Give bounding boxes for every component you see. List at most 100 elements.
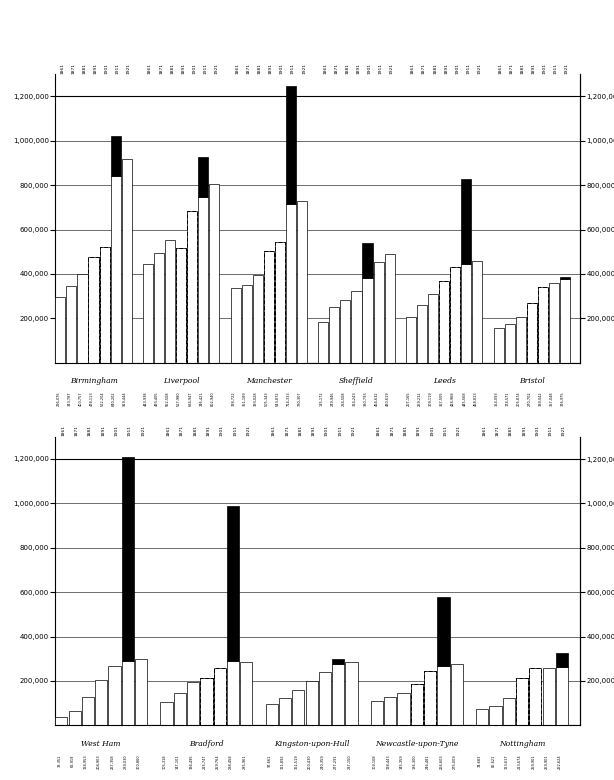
Text: 1911: 1911: [291, 62, 295, 73]
Text: 38,351: 38,351: [57, 754, 61, 767]
Text: 267,358: 267,358: [111, 754, 115, 769]
Bar: [489, 706, 502, 725]
Text: 1861: 1861: [377, 425, 381, 436]
Bar: [411, 684, 423, 725]
Text: Bradford: Bradford: [189, 739, 223, 748]
Text: 186,300: 186,300: [413, 754, 417, 769]
Bar: [253, 275, 263, 363]
Bar: [318, 321, 328, 363]
Text: 428,968: 428,968: [451, 392, 455, 406]
Text: 1901: 1901: [280, 62, 284, 73]
Text: 1911: 1911: [203, 62, 208, 73]
Bar: [505, 324, 515, 363]
Bar: [461, 179, 472, 264]
Text: 1871: 1871: [247, 62, 251, 73]
Text: 380,793: 380,793: [363, 392, 368, 406]
Text: 300,860: 300,860: [137, 754, 141, 769]
Text: 289,030: 289,030: [124, 754, 128, 769]
Text: 1861: 1861: [60, 62, 64, 73]
Text: Liverpool: Liverpool: [163, 378, 200, 385]
Text: 552,508: 552,508: [166, 392, 170, 406]
Bar: [503, 698, 515, 725]
Bar: [538, 288, 548, 363]
Text: 1921: 1921: [565, 62, 569, 73]
Text: 1921: 1921: [141, 425, 145, 436]
Bar: [346, 661, 357, 725]
Text: 1911: 1911: [554, 62, 558, 73]
Text: Sheffield: Sheffield: [339, 378, 374, 385]
Bar: [198, 197, 208, 363]
Text: 1871: 1871: [75, 425, 79, 436]
Text: 1871: 1871: [180, 425, 184, 436]
Bar: [154, 254, 164, 363]
Bar: [494, 328, 503, 363]
Bar: [187, 211, 197, 363]
Bar: [516, 678, 528, 725]
Text: 1891: 1891: [101, 425, 105, 436]
Bar: [543, 668, 555, 725]
Bar: [286, 204, 296, 363]
Text: 121,892: 121,892: [281, 754, 285, 769]
Bar: [109, 666, 120, 725]
Text: 454,632: 454,632: [375, 392, 379, 406]
Bar: [99, 246, 110, 363]
Text: 1881: 1881: [298, 425, 302, 436]
Text: 145,359: 145,359: [400, 754, 403, 769]
Bar: [516, 678, 528, 725]
Text: 730,307: 730,307: [298, 392, 302, 406]
Text: 840,202: 840,202: [112, 392, 115, 406]
Text: 1871: 1871: [71, 62, 76, 73]
Text: 62,919: 62,919: [71, 754, 75, 767]
Text: 339,042: 339,042: [539, 392, 543, 406]
Bar: [527, 303, 537, 363]
Text: 1861: 1861: [499, 62, 503, 73]
Text: 1861: 1861: [482, 425, 486, 436]
Text: 215,747: 215,747: [203, 754, 206, 769]
Text: Bristol: Bristol: [519, 378, 545, 385]
Text: 288,458: 288,458: [229, 754, 233, 769]
Text: 147,101: 147,101: [176, 754, 180, 769]
Bar: [292, 690, 305, 725]
Text: 123,617: 123,617: [505, 754, 509, 769]
Text: 400,757: 400,757: [79, 392, 82, 406]
Bar: [122, 457, 134, 661]
Text: 1901: 1901: [535, 425, 539, 436]
Bar: [437, 666, 449, 725]
Text: 458,813: 458,813: [473, 392, 477, 406]
Bar: [187, 211, 197, 363]
Text: 1901: 1901: [115, 425, 119, 436]
Text: 309,119: 309,119: [429, 392, 433, 406]
Text: 1911: 1911: [115, 62, 120, 73]
Bar: [187, 682, 199, 725]
Text: 206,874: 206,874: [517, 392, 521, 406]
Text: 1911: 1911: [549, 425, 553, 436]
Text: 249,946: 249,946: [330, 392, 335, 406]
Text: 1921: 1921: [246, 425, 251, 436]
Bar: [227, 661, 239, 725]
Text: Leeds: Leeds: [433, 378, 456, 385]
Bar: [560, 277, 570, 279]
Text: 1891: 1891: [269, 62, 273, 73]
Bar: [174, 693, 186, 725]
Text: 1911: 1911: [443, 425, 448, 436]
Text: 1891: 1891: [181, 62, 185, 73]
Bar: [527, 303, 537, 363]
Text: 1891: 1891: [206, 425, 211, 436]
Text: 1891: 1891: [357, 62, 360, 73]
Bar: [560, 279, 570, 363]
Bar: [198, 157, 208, 197]
Text: 1911: 1911: [338, 425, 342, 436]
Bar: [549, 283, 559, 363]
Bar: [476, 709, 488, 725]
Bar: [200, 678, 212, 725]
Bar: [242, 285, 252, 363]
Bar: [297, 200, 307, 363]
Bar: [55, 717, 68, 725]
Text: 161,519: 161,519: [294, 754, 298, 769]
Text: 105,318: 105,318: [163, 754, 166, 769]
Bar: [439, 281, 449, 363]
Bar: [556, 653, 568, 667]
Bar: [227, 506, 239, 661]
Text: 1901: 1901: [543, 62, 547, 73]
Text: 128,953: 128,953: [84, 754, 88, 769]
